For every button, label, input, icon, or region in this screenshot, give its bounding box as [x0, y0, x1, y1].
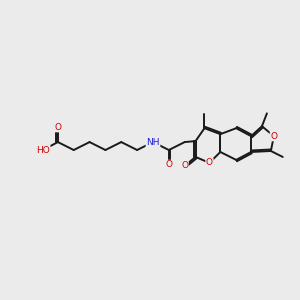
Text: O: O [165, 160, 172, 169]
Text: O: O [181, 161, 188, 170]
Text: O: O [206, 158, 213, 167]
Text: O: O [270, 132, 277, 141]
Text: NH: NH [146, 138, 160, 147]
Text: HO: HO [36, 146, 50, 154]
Text: O: O [54, 123, 61, 132]
